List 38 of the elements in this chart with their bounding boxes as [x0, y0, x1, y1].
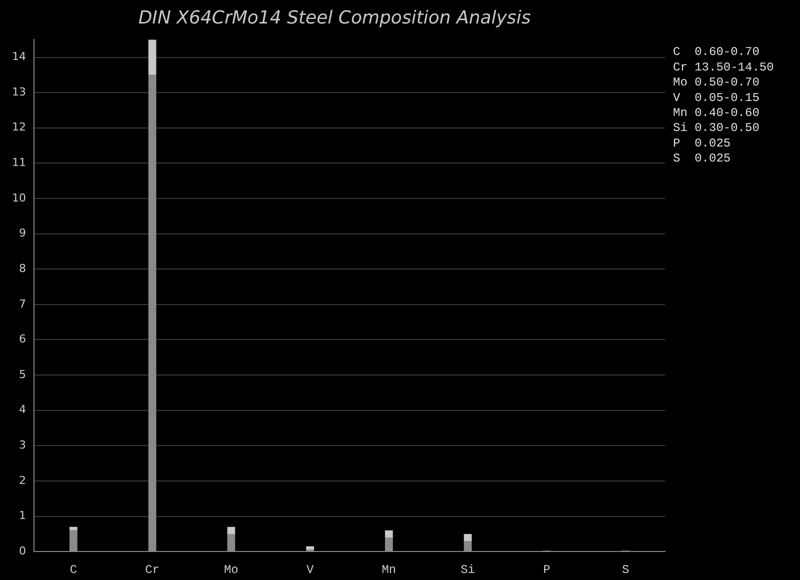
text: Mn 0.40-0.60 [673, 106, 760, 120]
y-tick-label: 9 [18, 226, 26, 240]
bar [384, 530, 393, 538]
y-tick-label: 2 [18, 474, 26, 487]
text: P 0.025 [673, 136, 731, 150]
chart-title: DIN X64CrMo14 Steel Composition Analysis [138, 7, 531, 28]
text: V 0.05-0.15 [673, 90, 760, 105]
text: C 0.60-0.70 [673, 45, 760, 60]
bar [69, 526, 78, 530]
text: S 0.025 [673, 152, 731, 166]
x-tick-label: P [543, 562, 550, 577]
y-tick-label: 13 [12, 85, 26, 98]
y-tick-label: 3 [18, 438, 26, 452]
x-tick-label: Si [460, 562, 476, 577]
bar [464, 534, 472, 542]
bar [227, 526, 236, 534]
x-tick-label: S [622, 562, 630, 577]
y-tick-label: 10 [12, 191, 26, 204]
bar [148, 40, 156, 75]
y-tick-label: 6 [18, 332, 26, 346]
y-tick-label: 1 [18, 509, 26, 522]
x-tick-label: Mo [224, 562, 238, 577]
x-tick-label: Cr [145, 562, 160, 577]
x-tick-label: C [70, 562, 78, 577]
x-tick-label: V [306, 562, 314, 577]
y-tick-label: 14 [12, 50, 26, 64]
text: Cr 13.50-14.50 [673, 60, 774, 74]
y-tick-label: 11 [12, 156, 26, 170]
y-tick-label: 7 [18, 297, 26, 310]
x-tick-label: Mn [382, 562, 396, 577]
y-tick-label: 12 [12, 120, 26, 134]
text: Si 0.30-0.50 [673, 121, 760, 136]
y-tick-label: 4 [18, 403, 26, 416]
y-tick-label: 8 [18, 262, 26, 275]
text: Mo 0.50-0.70 [673, 76, 760, 90]
bar [306, 546, 314, 550]
y-tick-label: 0 [18, 544, 26, 558]
y-tick-label: 5 [18, 368, 26, 381]
